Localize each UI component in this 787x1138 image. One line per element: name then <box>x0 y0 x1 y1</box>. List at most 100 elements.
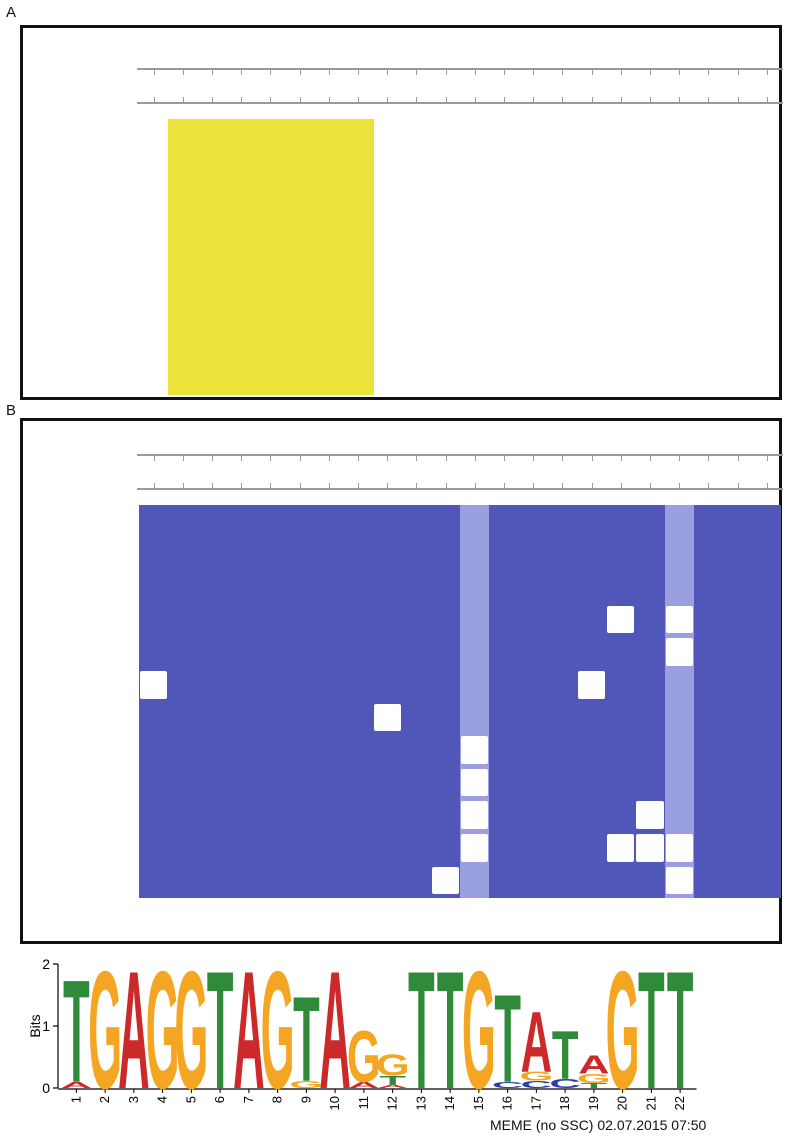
ruler-tick <box>562 97 564 102</box>
ruler-tick <box>562 70 564 75</box>
ruler-tick <box>357 97 359 102</box>
ruler-tick <box>182 70 184 75</box>
ruler-tick <box>241 70 243 75</box>
ruler-tick <box>474 97 476 102</box>
ruler-tick <box>387 97 389 102</box>
logo-letter: G <box>88 950 122 1124</box>
logo-letter: T <box>552 1018 579 1094</box>
logo-letter: C <box>492 1080 523 1090</box>
logo-position-label: 14 <box>442 1096 457 1110</box>
logo-position-label: 8 <box>270 1096 285 1103</box>
ruler-tick <box>299 97 301 102</box>
ruler-tick <box>679 70 681 75</box>
ruler-tick <box>737 483 739 488</box>
ruler-tick <box>679 456 681 461</box>
mismatch-cell <box>636 834 664 862</box>
ruler-tick <box>562 483 564 488</box>
logo-letter: T <box>207 950 234 1124</box>
mismatch-cell <box>461 768 489 797</box>
ruler-tick <box>766 483 768 488</box>
logo-position-label: 19 <box>586 1096 601 1110</box>
logo-position-label: 15 <box>471 1096 486 1110</box>
logo-letter: A <box>348 1080 379 1090</box>
logo-letter: T <box>63 950 90 1113</box>
logo-letter: G <box>174 950 208 1124</box>
ruler-tick <box>182 483 184 488</box>
ruler-tick <box>153 70 155 75</box>
panel-b-letter: B <box>6 402 17 419</box>
ruler-tick <box>241 483 243 488</box>
mismatch-cell <box>461 801 489 829</box>
ruler-tick <box>211 483 213 488</box>
ruler-tick <box>620 456 622 461</box>
logo-letter: A <box>118 950 149 1124</box>
logo-letter: G <box>261 950 295 1124</box>
ruler-tick <box>737 97 739 102</box>
ruler-tick <box>503 483 505 488</box>
logo-position-label: 20 <box>615 1096 630 1110</box>
ruler-tick <box>591 456 593 461</box>
ruler-tick <box>328 97 330 102</box>
logo-letter: G <box>462 950 496 1124</box>
ruler-tick <box>211 456 213 461</box>
ruler-tick <box>474 70 476 75</box>
ruler-tick <box>328 483 330 488</box>
logo-position-label: 13 <box>413 1096 428 1110</box>
ruler-tick <box>620 483 622 488</box>
mismatch-cell <box>665 638 693 666</box>
logo-letter: T <box>638 950 665 1124</box>
logo-letter: G <box>347 1015 381 1098</box>
logo-letter: T <box>437 950 464 1124</box>
mismatch-cell <box>461 736 489 764</box>
ruler-tick <box>620 70 622 75</box>
logo-position-label: 4 <box>155 1096 170 1103</box>
logo-letter: A <box>377 1084 408 1089</box>
logo-y-tick-label: 1 <box>42 1018 50 1034</box>
logo-position-label: 11 <box>356 1096 371 1110</box>
logo-caption: MEME (no SSC) 02.07.2015 07:50 <box>490 1117 707 1133</box>
partial-conservation-column <box>664 505 694 899</box>
logo-letter: A <box>578 1051 609 1080</box>
mismatch-cell <box>607 834 635 862</box>
logo-position-label: 2 <box>97 1096 112 1103</box>
ruler-tick <box>387 483 389 488</box>
logo-position-label: 12 <box>385 1096 400 1110</box>
panel-a-letter: A <box>6 4 17 21</box>
logo-position-label: 16 <box>500 1096 515 1110</box>
ruler-tick <box>445 456 447 461</box>
logo-letter: C <box>549 1076 580 1090</box>
logo-letter: G <box>289 1079 323 1091</box>
logo-position-label: 17 <box>528 1096 543 1110</box>
ruler-tick <box>766 97 768 102</box>
ruler-tick <box>679 97 681 102</box>
ruler-tick <box>270 483 272 488</box>
ruler-tick <box>153 97 155 102</box>
ruler-top-line <box>137 68 784 70</box>
logo-position-label: 10 <box>327 1096 342 1110</box>
logo-position-label: 6 <box>212 1096 227 1103</box>
ruler-tick <box>708 456 710 461</box>
logo-letter: T <box>667 950 694 1124</box>
ruler-tick <box>562 456 564 461</box>
logo-position-label: 18 <box>557 1096 572 1110</box>
ruler-tick <box>416 483 418 488</box>
ruler-tick <box>182 456 184 461</box>
logo-y-axis-label: Bits <box>27 1014 43 1037</box>
ruler-tick <box>766 70 768 75</box>
logo-letter: T <box>581 1082 608 1090</box>
logo-position-label: 9 <box>298 1096 313 1103</box>
ruler-tick <box>357 483 359 488</box>
mismatch-cell <box>578 671 606 699</box>
ruler-tick <box>533 70 535 75</box>
mismatch-cell <box>373 703 401 732</box>
ruler-tick <box>649 483 651 488</box>
ruler-tick <box>620 97 622 102</box>
ruler-tick <box>299 456 301 461</box>
logo-letter: G <box>577 1071 611 1085</box>
ruler-tick <box>766 456 768 461</box>
logo-letter: T <box>379 1073 406 1087</box>
logo-position-label: 3 <box>126 1096 141 1103</box>
ruler-tick <box>708 483 710 488</box>
logo-letter: A <box>61 1080 92 1090</box>
